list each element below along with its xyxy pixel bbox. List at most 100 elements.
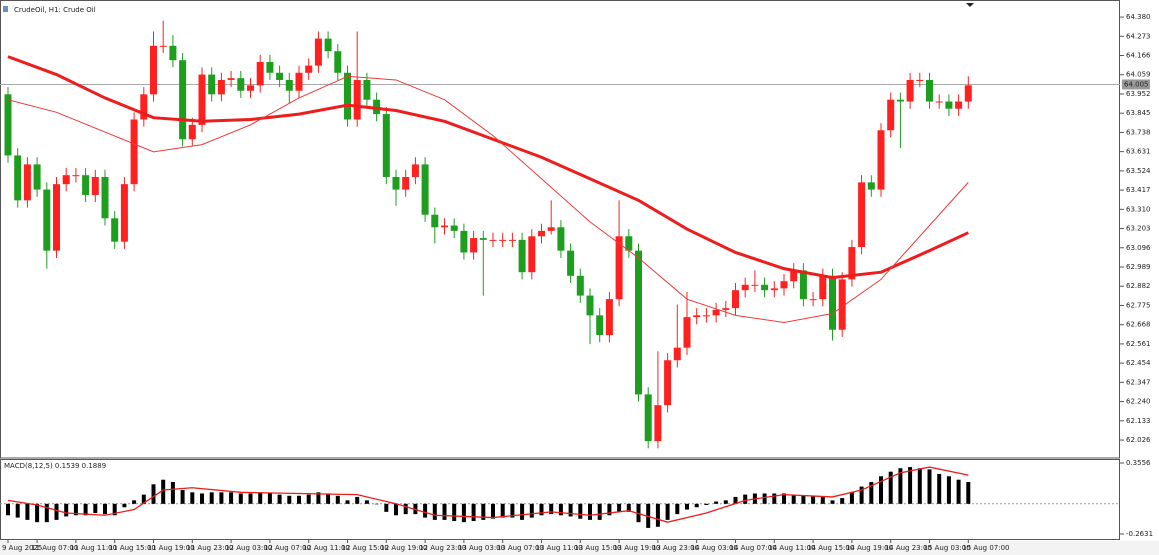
macd-bar: [549, 503, 554, 515]
y-tick-label: 62.989: [1126, 263, 1151, 271]
y-tick-label: 64.166: [1126, 52, 1151, 60]
candle-body: [586, 295, 594, 316]
macd-bar: [723, 500, 728, 504]
macd-bar: [782, 493, 786, 504]
candle-body: [673, 347, 681, 361]
macd-bar: [297, 495, 301, 504]
candle-body: [683, 317, 691, 348]
candle-body: [247, 85, 254, 91]
y-tick-label: 62.347: [1126, 378, 1151, 386]
macd-bar: [879, 476, 883, 504]
macd-bar: [510, 503, 515, 518]
x-tick-label: 11 Aug 07:00: [31, 544, 78, 552]
macd-bar: [364, 500, 369, 504]
candle-body: [605, 299, 613, 336]
candle-body: [431, 214, 439, 228]
candle-body: [101, 176, 109, 219]
y-tick-label: 63.310: [1126, 205, 1151, 213]
candle-body: [140, 94, 148, 120]
candle-body: [508, 239, 516, 241]
macd-bar: [238, 493, 243, 504]
x-tick-label: 12 Aug 03:00: [225, 544, 272, 552]
candle-body: [91, 176, 99, 195]
macd-bar: [772, 493, 777, 504]
candle-body: [295, 72, 303, 91]
candle-body: [470, 238, 478, 253]
macd-bar: [927, 469, 932, 504]
macd-bar: [200, 493, 204, 504]
macd-bar: [966, 482, 971, 504]
macd-bar: [335, 495, 340, 504]
candle-body: [179, 60, 187, 140]
macd-bar: [277, 494, 282, 504]
macd-bar: [946, 476, 951, 504]
moving-average: [7, 75, 969, 324]
candle-body: [567, 250, 575, 276]
candle-body: [935, 101, 943, 103]
candle-body: [120, 184, 128, 242]
candle-body: [150, 45, 157, 95]
macd-bar: [132, 500, 137, 504]
macd-bar: [180, 490, 185, 504]
y-tick-label: 62.454: [1126, 359, 1151, 367]
x-tick-label: 12 Aug 23:00: [419, 544, 466, 552]
candle-body: [635, 250, 642, 395]
macd-bar: [820, 496, 825, 504]
candle-body: [314, 38, 322, 66]
x-tick-label: 13 Aug 19:00: [613, 544, 660, 552]
macd-bar: [64, 503, 69, 517]
macd-bar: [714, 501, 719, 504]
macd-bar: [597, 503, 602, 520]
candle-body: [344, 72, 351, 120]
macd-bar: [432, 503, 437, 520]
y-tick-label: 63.203: [1126, 225, 1151, 233]
macd-bar: [35, 503, 40, 523]
macd-bar: [685, 503, 689, 510]
x-tick-label: 13 Aug 11:00: [536, 544, 583, 552]
y-tick-label: 63.631: [1126, 148, 1151, 156]
y-tick-label: 62.668: [1126, 321, 1151, 329]
candle-body: [363, 79, 371, 100]
macd-bar: [93, 503, 98, 513]
candle-body: [499, 239, 507, 241]
candle-body: [72, 175, 80, 177]
y-tick-label: 64.059: [1126, 71, 1151, 79]
y-tick-label: 62.882: [1126, 282, 1151, 290]
x-tick-label: 11 Aug 11:00: [70, 544, 117, 552]
candle-body: [450, 225, 458, 231]
candle-body: [528, 236, 536, 273]
y-tick-label: 63.417: [1126, 186, 1151, 194]
candle-body: [82, 175, 90, 195]
x-tick-label: 13 Aug 07:00: [497, 544, 544, 552]
candle-body: [838, 279, 846, 330]
macd-bar: [743, 494, 748, 504]
candle-body: [809, 299, 817, 301]
macd-bar: [665, 503, 670, 520]
macd-bar: [374, 503, 379, 505]
macd-title: MACD(8,12,5) 0.1539 0.1889: [4, 462, 106, 470]
x-tick-label: 13 Aug 23:00: [652, 544, 699, 552]
macd-bar: [849, 492, 854, 504]
macd-bar: [44, 503, 49, 523]
candle-body: [712, 309, 720, 316]
macd-bar: [209, 492, 214, 504]
x-tick-label: 12 Aug 11:00: [303, 544, 350, 552]
macd-bar: [403, 503, 408, 515]
candle-body: [770, 288, 778, 291]
macd-bar: [481, 503, 486, 520]
y-tick-label: 64.273: [1126, 32, 1151, 40]
macd-bar: [103, 503, 107, 515]
macd-bar: [258, 492, 263, 504]
macd-bar: [908, 467, 913, 504]
candle-body: [916, 79, 924, 81]
candle-body: [14, 155, 22, 201]
signal-line: [7, 466, 969, 523]
macd-bar: [471, 503, 476, 522]
candle-body: [596, 315, 604, 336]
candle-body: [896, 99, 904, 102]
macd-bar: [384, 503, 389, 512]
y-tick-label: 62.561: [1126, 340, 1151, 348]
candle-body: [334, 51, 342, 73]
